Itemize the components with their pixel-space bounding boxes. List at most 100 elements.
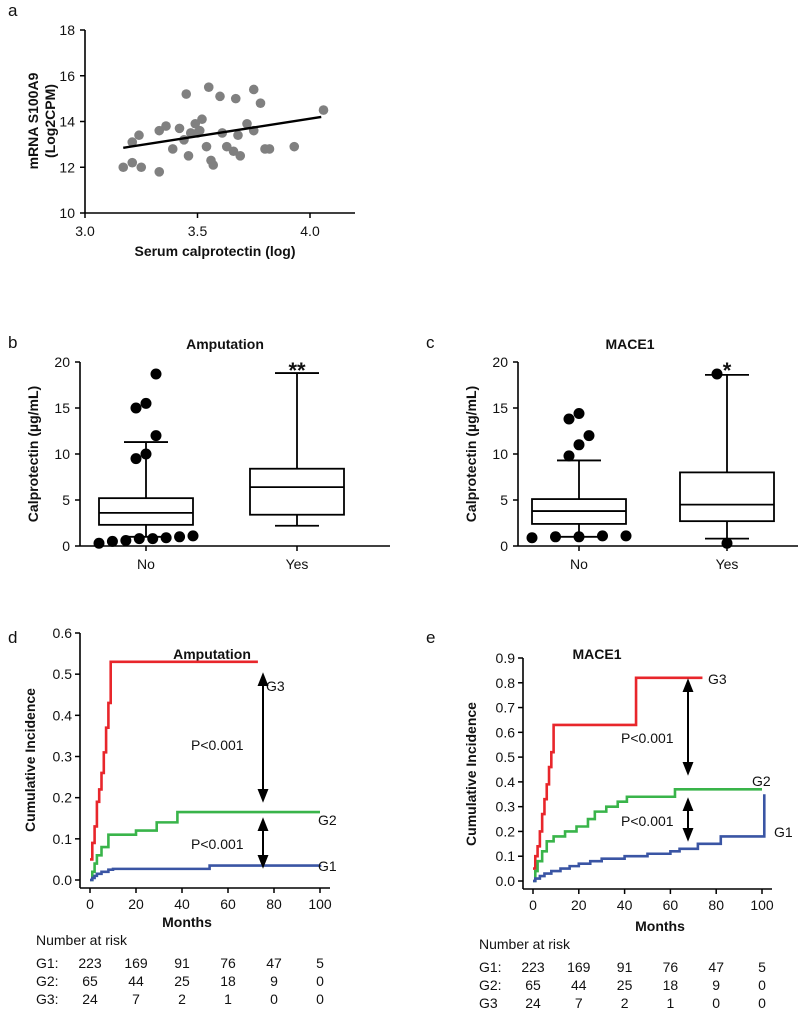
risk-value: 25 [174,973,190,989]
outlier-point [140,397,152,409]
risk-value: 1 [667,995,675,1011]
risk-value: 0 [270,991,278,1007]
y-tick-label: 0.3 [496,799,516,815]
y-tick-label: 0.4 [53,707,73,723]
y-axis-title: Calprotectin (µg/mL) [463,386,479,522]
series-line-g1 [533,794,766,883]
data-point [136,162,147,173]
panel-letter-c: c [426,333,435,352]
y-tick-label: 0.1 [496,848,516,864]
risk-value: 169 [124,955,148,971]
risk-value: 44 [571,977,587,993]
box-iqr [679,471,775,523]
data-point [118,162,129,173]
y-tick-label: 20 [54,354,70,370]
x-axis-title: Serum calprotectin (log) [134,243,295,259]
x-tick-label: 20 [128,896,144,912]
risk-value: 76 [663,959,679,975]
series-label: G2 [318,812,337,828]
outlier-point [573,531,585,543]
risk-value: 91 [174,955,190,971]
risk-value: 1 [224,991,232,1007]
data-point [215,91,225,102]
regression-line [123,115,322,149]
outlier-point [563,413,575,425]
significance-marker: * [723,358,732,383]
y-tick-label: 12 [59,159,75,175]
data-point [264,144,275,154]
y-tick-label: 10 [492,446,508,462]
risk-value: 0 [712,995,720,1011]
data-point [230,93,241,104]
y-tick-label: 18 [59,22,75,38]
data-point [167,144,178,154]
outlier-point [563,450,575,462]
data-point [181,89,192,99]
series-line-g2 [533,788,762,883]
data-point [127,137,138,147]
data-point [203,82,214,92]
outlier-point [150,368,162,380]
risk-row-label: G3: [36,991,59,1007]
risk-row-label: G3 [479,995,498,1011]
risk-row-label: G2: [479,977,502,993]
double-arrow-bottom [257,817,269,869]
risk-value: 7 [132,991,140,1007]
risk-value: 0 [316,973,324,989]
data-point [190,118,201,129]
x-tick-label: No [137,556,155,572]
risk-value: 65 [525,977,541,993]
data-point [233,130,243,141]
outlier-point [721,537,733,549]
outlier-point [160,532,172,544]
outlier-point [573,408,585,420]
y-tick-label: 0.2 [53,790,73,806]
risk-value: 24 [82,991,98,1007]
data-point [255,98,266,108]
y-axis-title-line2: (Log2CPM) [42,84,58,158]
risk-value: 91 [617,959,633,975]
incidence-chart-d: Amputation 0.00.10.20.30.40.50.6 0 20 40 60… [22,625,337,1007]
x-axis-title: Months [162,914,212,930]
risk-value: 169 [567,959,591,975]
risk-value: 24 [525,995,541,1011]
data-point [318,105,329,115]
risk-value: 47 [266,955,282,971]
panel-letter-d: d [8,628,17,647]
x-tick-label: 40 [174,896,190,912]
p-value-bottom: P<0.001 [191,836,244,852]
risk-value: 0 [316,991,324,1007]
box-plot-c: MACE1 0 5 10 15 20 No Yes * Calprotectin (µg/m… [463,336,798,572]
series-label: G3 [266,678,285,694]
data-point [154,167,165,177]
double-arrow-top [257,672,269,803]
y-tick-label: 16 [59,68,75,84]
outlier-point [583,430,595,442]
y-tick-label: 0.9 [496,650,516,666]
panel-letter-a: a [8,1,18,20]
outlier-point [93,537,105,549]
chart-title: MACE1 [572,646,621,662]
y-tick-label: 0.5 [496,749,516,765]
box-plot-b: Amputation 0 5 10 15 20 No Yes ** Calprotectin… [25,336,390,572]
data-point [235,151,246,161]
double-arrow-top [682,678,694,776]
data-point [197,114,207,125]
y-tick-label: 0.0 [53,872,73,888]
y-tick-label: 5 [500,492,508,508]
outlier-point [187,530,199,542]
risk-value: 2 [178,991,186,1007]
series-line-g2 [90,810,320,882]
data-point [194,125,205,136]
box-iqr [249,467,345,516]
x-axis-title: Months [635,918,685,934]
risk-value: 47 [708,959,724,975]
y-tick-label: 20 [492,354,508,370]
chart-title: Amputation [173,646,251,662]
risk-row-label: G1: [479,959,502,975]
data-point [221,141,232,152]
p-value-top: P<0.001 [621,730,674,746]
data-point [289,141,300,152]
x-tick-label: 80 [708,897,724,913]
